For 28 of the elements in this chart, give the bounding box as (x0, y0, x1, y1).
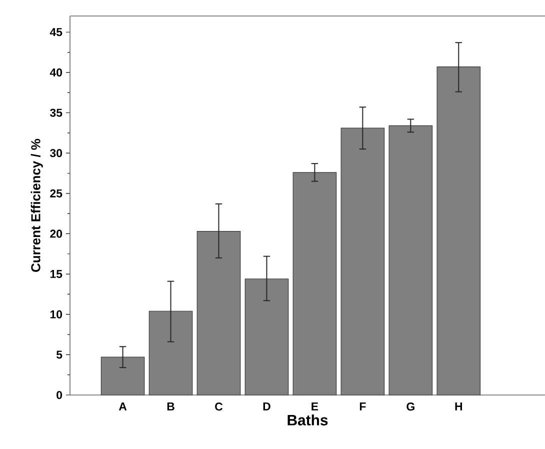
x-tick-label: A (118, 402, 127, 410)
y-tick-label: 35 (50, 108, 62, 117)
y-tick-label: 15 (50, 270, 62, 278)
y-tick-label: 0 (56, 390, 62, 400)
x-tick-label: G (406, 402, 414, 411)
y-tick-label: 20 (50, 230, 62, 238)
x-tick-label: B (167, 402, 174, 410)
x-tick-label: F (360, 402, 366, 410)
x-tick-label: D (263, 402, 270, 410)
bar (100, 356, 145, 396)
bar (244, 278, 289, 396)
bar (340, 128, 385, 396)
bar (148, 310, 193, 396)
y-tick-label: 45 (50, 28, 62, 36)
x-tick-label: H (455, 402, 462, 410)
x-tick-label: C (215, 402, 223, 411)
bar (196, 231, 241, 396)
y-tick-label: 10 (50, 310, 62, 318)
bar (292, 172, 337, 396)
bar (388, 125, 433, 396)
x-tick-label: E (312, 402, 318, 410)
x-axis-title: Baths (288, 414, 328, 426)
y-tick-label: 5 (56, 350, 62, 359)
y-axis-title: Current Efficiency / % (30, 138, 43, 272)
y-tick-label: 30 (50, 149, 62, 158)
y-tick-label: 40 (50, 68, 62, 76)
bar (436, 66, 481, 396)
y-tick-label: 25 (50, 189, 62, 198)
